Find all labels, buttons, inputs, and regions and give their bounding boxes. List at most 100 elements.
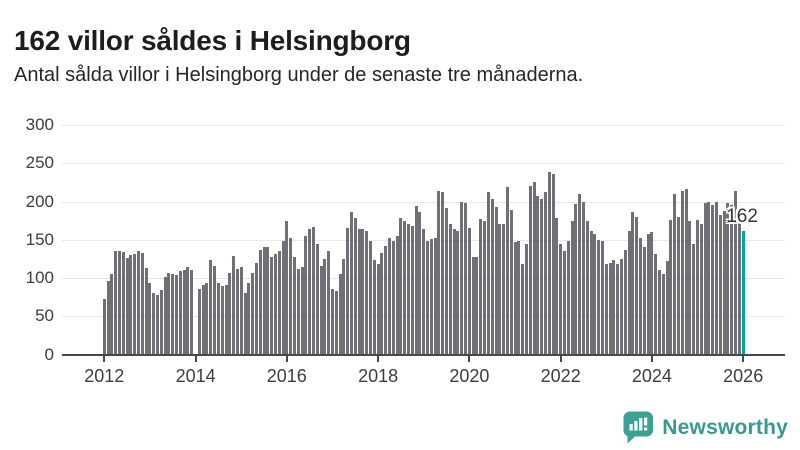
bar	[707, 201, 711, 355]
bar	[479, 219, 483, 355]
bar	[296, 268, 300, 355]
bar	[684, 188, 688, 355]
bar	[125, 258, 129, 355]
bar	[646, 234, 650, 355]
bar	[718, 214, 722, 355]
bar	[251, 273, 255, 355]
bar	[175, 274, 179, 355]
highlighted-bar	[741, 230, 745, 355]
bar	[536, 196, 540, 355]
bar	[121, 252, 125, 355]
bar	[456, 231, 460, 355]
bar	[353, 217, 357, 355]
bar	[144, 268, 148, 355]
bar	[254, 262, 258, 355]
bar	[505, 187, 509, 355]
bar	[334, 291, 338, 355]
bar	[197, 288, 201, 355]
bar	[270, 257, 274, 355]
bar	[410, 226, 414, 355]
x-axis-tick	[285, 355, 288, 362]
bar	[551, 174, 555, 355]
bar	[593, 234, 597, 355]
bar	[361, 229, 365, 355]
bar	[399, 217, 403, 355]
x-axis-tick-label: 2012	[84, 365, 125, 386]
x-axis-tick	[103, 355, 106, 362]
bar	[137, 251, 141, 355]
bar	[106, 281, 110, 355]
bar	[426, 240, 430, 355]
bar	[498, 224, 502, 355]
bar	[532, 182, 536, 355]
bar	[734, 190, 738, 355]
bar	[152, 293, 156, 355]
y-axis-tick-label: 0	[44, 344, 54, 364]
bar	[715, 202, 719, 355]
bar	[330, 288, 334, 355]
bar	[216, 282, 220, 355]
x-axis-tick	[468, 355, 471, 362]
bar	[308, 229, 312, 355]
y-axis-tick-label: 150	[25, 229, 54, 249]
bar	[570, 220, 574, 355]
bar	[658, 270, 662, 355]
bar-chart-speech-bubble-icon	[623, 411, 654, 444]
bar	[262, 247, 266, 355]
bar	[726, 203, 730, 355]
bar	[350, 212, 353, 355]
bar	[711, 204, 715, 355]
bar	[437, 190, 441, 355]
bar	[521, 263, 525, 355]
bar	[384, 245, 388, 355]
bar	[220, 285, 224, 355]
bar	[566, 240, 570, 355]
bar	[650, 232, 654, 355]
x-axis-tick-label: 2014	[175, 365, 216, 386]
page-title: 162 villor såldes i Helsingborg	[14, 24, 411, 56]
x-axis-tick-label: 2026	[723, 365, 764, 386]
gridline	[62, 125, 785, 126]
bar	[555, 217, 559, 355]
bar	[620, 258, 623, 355]
bar	[471, 256, 475, 355]
bar	[517, 240, 521, 355]
bar	[110, 274, 114, 355]
bar	[319, 265, 323, 355]
bar	[737, 209, 741, 355]
bar	[395, 235, 399, 355]
bar	[441, 192, 445, 355]
bar	[509, 209, 513, 355]
bar	[407, 224, 411, 355]
bar	[304, 235, 308, 355]
bar	[642, 246, 646, 355]
y-axis-tick-label: 300	[25, 115, 54, 134]
bar	[224, 284, 228, 355]
bar	[258, 249, 262, 355]
bar	[235, 268, 239, 355]
bar	[201, 284, 205, 355]
bar	[460, 201, 464, 355]
bar	[190, 270, 194, 355]
bar	[277, 250, 281, 355]
bar	[266, 246, 270, 355]
bar	[403, 220, 407, 355]
highlight-value-label: 162	[726, 206, 758, 227]
bar	[665, 261, 669, 355]
bar	[133, 254, 137, 355]
bar	[159, 290, 163, 355]
bar	[445, 207, 449, 355]
bar	[562, 250, 566, 355]
bar	[285, 220, 289, 355]
bar	[182, 270, 186, 355]
bar	[178, 271, 182, 355]
bar	[372, 260, 376, 355]
bar	[483, 221, 487, 355]
x-axis-tick	[194, 355, 197, 362]
x-axis-line	[62, 353, 785, 356]
bar	[167, 272, 171, 355]
bar	[669, 219, 673, 355]
bar	[680, 190, 684, 355]
bar	[608, 262, 612, 355]
